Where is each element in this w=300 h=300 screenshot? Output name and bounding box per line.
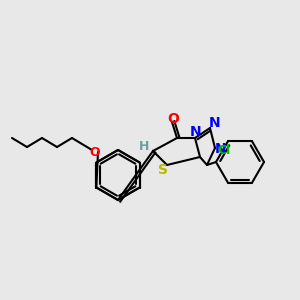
Text: N: N <box>215 142 227 156</box>
Text: O: O <box>167 112 179 126</box>
Text: O: O <box>90 146 100 158</box>
Text: Cl: Cl <box>218 144 231 157</box>
Text: N: N <box>209 116 221 130</box>
Text: H: H <box>139 140 149 154</box>
Text: S: S <box>158 163 168 177</box>
Text: N: N <box>190 125 202 139</box>
